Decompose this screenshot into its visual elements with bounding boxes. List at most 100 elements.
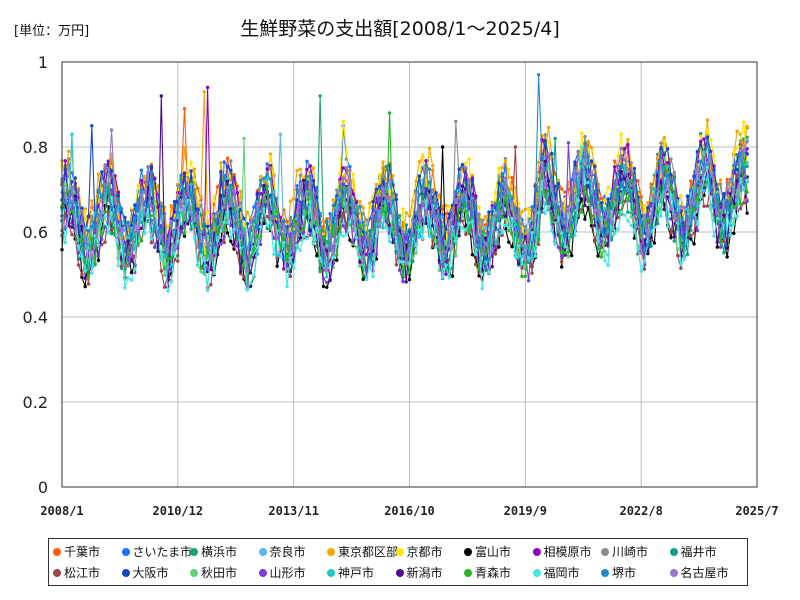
data-point: [275, 253, 279, 257]
data-point: [470, 178, 475, 183]
data-point: [278, 223, 283, 227]
data-point: [464, 232, 468, 237]
data-point: [288, 238, 293, 243]
data-point: [606, 263, 610, 267]
data-point: [579, 210, 584, 214]
data-point: [268, 152, 273, 156]
data-point: [566, 250, 571, 254]
data-point: [689, 228, 693, 232]
data-point: [328, 278, 332, 283]
data-point: [490, 249, 494, 253]
data-point: [295, 243, 299, 247]
data-point: [431, 244, 435, 248]
legend-item: 堺市: [601, 564, 636, 581]
data-point: [202, 235, 206, 239]
legend-item: 京都市: [395, 543, 443, 560]
legend-item: さいたま市: [121, 543, 192, 560]
data-point: [308, 199, 312, 204]
data-point: [335, 196, 339, 200]
data-point: [470, 176, 475, 180]
data-point: [268, 214, 273, 218]
data-point: [434, 245, 438, 249]
data-point: [536, 242, 541, 247]
data-point: [351, 240, 355, 244]
data-point: [735, 179, 739, 183]
data-point: [513, 216, 518, 221]
data-point: [139, 226, 144, 231]
data-point: [427, 193, 432, 197]
data-point: [265, 226, 269, 231]
data-point: [639, 220, 643, 225]
data-point: [728, 209, 733, 213]
data-point: [189, 169, 193, 173]
data-point: [543, 185, 547, 189]
data-point: [348, 200, 352, 204]
data-point: [493, 245, 498, 249]
data-point: [199, 266, 203, 270]
data-point: [626, 138, 630, 142]
data-point: [149, 204, 154, 208]
data-point: [136, 229, 140, 233]
y-tick-label: 0.6: [23, 223, 48, 242]
data-point: [682, 244, 686, 248]
data-point: [202, 258, 206, 263]
legend-item: 川崎市: [601, 543, 648, 560]
data-point: [100, 232, 104, 237]
data-point: [619, 169, 623, 174]
data-point: [335, 242, 339, 246]
data-point: [646, 213, 650, 218]
data-point: [348, 238, 352, 242]
data-point: [702, 189, 706, 193]
data-point: [364, 252, 369, 257]
data-point: [497, 245, 501, 249]
data-point: [523, 274, 527, 279]
data-point: [702, 150, 706, 154]
data-point: [272, 189, 276, 194]
data-point: [305, 209, 309, 214]
data-point: [411, 219, 415, 223]
data-point: [268, 221, 273, 225]
data-point: [454, 203, 458, 207]
data-point: [487, 251, 491, 255]
data-point: [143, 190, 147, 195]
data-point: [427, 167, 432, 171]
data-point: [722, 206, 726, 210]
data-point: [328, 212, 332, 216]
data-point: [219, 242, 223, 246]
data-point: [523, 244, 527, 248]
data-point: [520, 222, 524, 226]
data-point: [685, 207, 690, 211]
data-point: [209, 283, 213, 287]
data-point: [129, 208, 134, 213]
data-point: [76, 263, 81, 267]
data-point: [109, 169, 114, 173]
data-point: [603, 233, 607, 237]
data-point: [63, 240, 67, 245]
data-point: [699, 143, 703, 147]
data-point: [129, 270, 134, 275]
data-point: [378, 224, 382, 229]
data-point: [242, 136, 246, 141]
data-point: [566, 255, 571, 259]
data-point: [83, 209, 87, 214]
data-point: [530, 231, 534, 235]
data-point: [570, 220, 574, 224]
data-point: [411, 233, 415, 237]
data-point: [470, 173, 475, 178]
data-point: [285, 240, 289, 245]
data-point: [387, 199, 392, 203]
data-point: [649, 203, 653, 207]
data-point: [229, 207, 233, 211]
data-point: [593, 210, 597, 214]
data-point: [288, 199, 293, 203]
data-point: [192, 187, 197, 192]
data-point: [500, 233, 504, 237]
data-point: [675, 253, 680, 258]
data-point: [493, 213, 498, 217]
data-point: [199, 239, 203, 243]
data-point: [474, 242, 478, 246]
data-point: [646, 217, 650, 221]
data-point: [288, 251, 293, 255]
data-point: [669, 178, 673, 182]
data-point: [358, 260, 362, 264]
